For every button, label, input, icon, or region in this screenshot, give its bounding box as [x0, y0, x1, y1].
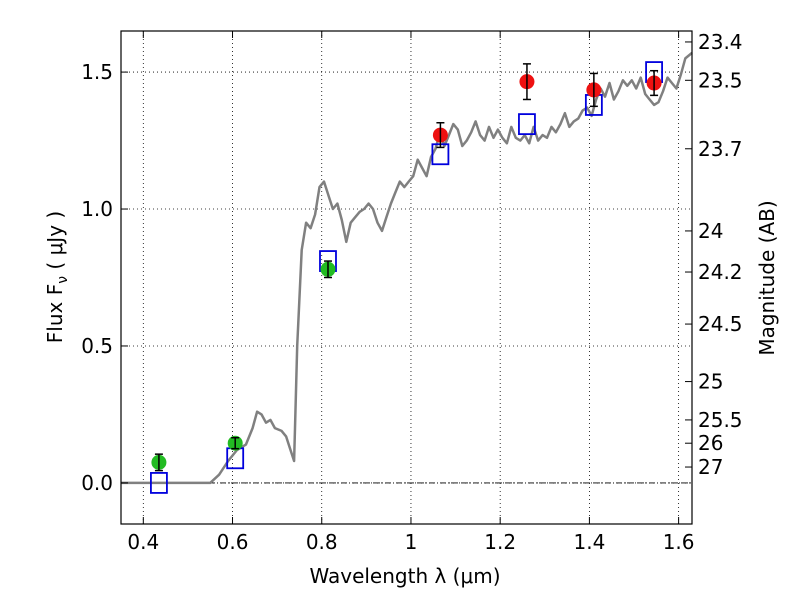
- right-tick-label: 23.7: [698, 137, 743, 161]
- x-tick-label: 0.4: [127, 530, 159, 554]
- x-axis-label: Wavelength λ (μm): [309, 564, 500, 588]
- plot-area: [121, 51, 693, 494]
- right-tick-label: 27: [698, 455, 723, 479]
- right-axis-label: Magnitude (AB): [755, 200, 779, 355]
- y-axis-label-unit: ( μJy ): [43, 211, 67, 276]
- model-flux-square: [518, 113, 536, 136]
- right-tick-label: 24.5: [698, 312, 743, 336]
- y-tick-label: 1.5: [81, 60, 113, 84]
- right-tick-label: 23.4: [698, 30, 743, 54]
- model-flux-square: [150, 472, 168, 494]
- x-tick-label: 1.6: [663, 530, 695, 554]
- right-tick-label: 23.5: [698, 68, 743, 92]
- y-tick-label: 1.0: [81, 197, 113, 221]
- x-tick-label: 1.4: [573, 530, 605, 554]
- y-axis-label-subscript: ν: [55, 276, 71, 284]
- x-tick-label: 1: [405, 530, 418, 554]
- right-tick-label: 24: [698, 219, 723, 243]
- y-axis-label: Flux Fν ( μJy ): [43, 211, 71, 343]
- y-tick-label: 0.0: [81, 471, 113, 495]
- y-tick-label: 0.5: [81, 334, 113, 358]
- right-tick-label: 25: [698, 370, 723, 394]
- x-tick-label: 0.6: [217, 530, 249, 554]
- right-tick-label: 25.5: [698, 408, 743, 432]
- y-axis-label-main: Flux F: [43, 284, 67, 343]
- plot-frame: [120, 30, 693, 525]
- right-tick-label: 26: [698, 431, 723, 455]
- x-tick-label: 0.8: [306, 530, 338, 554]
- x-axis-ticks: 0.4 0.6 0.8 1 1.2 1.4 1.6: [127, 31, 695, 554]
- right-tick-label: 24.2: [698, 260, 743, 284]
- y-axis-ticks: 0.0 0.5 1.0 1.5: [81, 60, 128, 495]
- x-tick-label: 1.2: [484, 530, 516, 554]
- model-spectrum-line: [121, 51, 693, 485]
- grid-lines: [121, 31, 692, 524]
